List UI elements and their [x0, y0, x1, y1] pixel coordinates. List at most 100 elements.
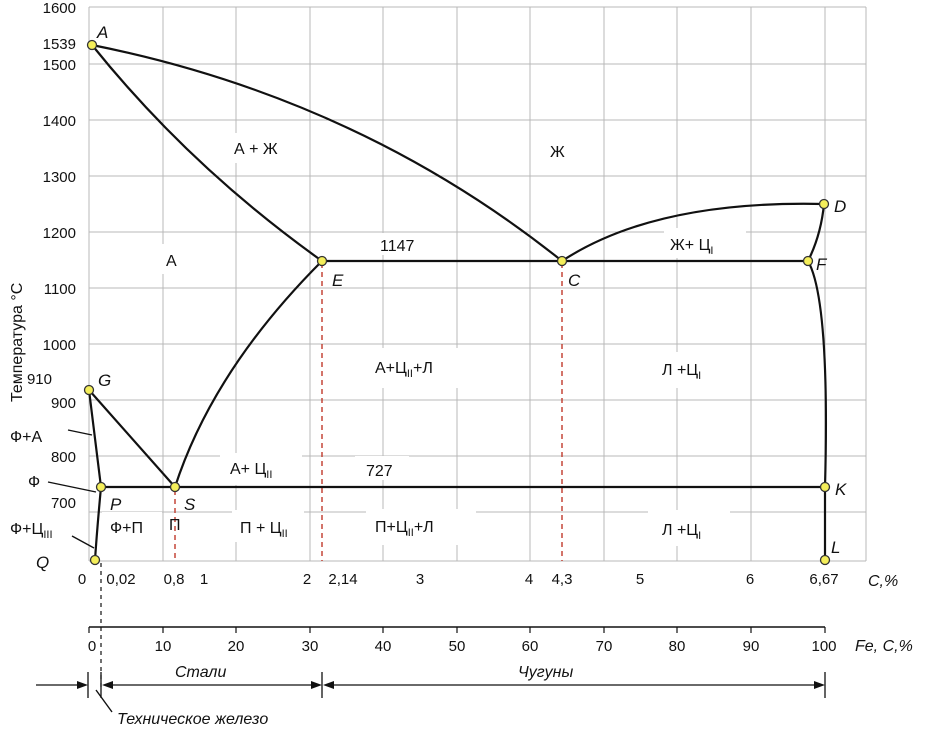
x-tick-label: 6	[746, 571, 754, 588]
line-gp	[87, 388, 103, 489]
x-tick-label: 3	[416, 571, 424, 588]
point-q-label: Q	[36, 553, 49, 572]
fe-tick-label: 30	[302, 638, 319, 655]
fe-tick-label: 0	[88, 638, 96, 655]
line-gs	[87, 388, 177, 489]
x-tick-label: 0,02	[106, 571, 135, 588]
fe-axis-labels: 0 10 20 30 40 50 60 70 80 90 100	[88, 638, 837, 655]
point-s-label: S	[184, 495, 196, 514]
region-f-c3: Ф+ЦIII	[10, 521, 53, 541]
point-p-marker	[95, 481, 107, 493]
region-a-zh: А + Ж	[234, 141, 278, 158]
region-zh: Ж	[550, 144, 565, 161]
region-f: Ф	[28, 474, 40, 491]
x-tick-label: 0	[78, 571, 86, 588]
point-p-label: P	[110, 495, 122, 514]
solidus-ae	[90, 43, 324, 263]
point-f-label: F	[816, 255, 828, 274]
cast-iron-label: Чугуны	[518, 664, 573, 681]
point-k-label: K	[835, 480, 847, 499]
tech-iron-leader	[95, 689, 113, 713]
fe-axis-unit: Fe, C,%	[855, 638, 913, 655]
y-tick-label: 1400	[43, 113, 76, 130]
y-tick-label: 1300	[43, 169, 76, 186]
y-tick-label: 1500	[43, 57, 76, 74]
point-c-label: C	[568, 271, 581, 290]
x-tick-label: 4,3	[552, 571, 573, 588]
region-a: А	[166, 253, 177, 270]
y-axis-ticks: 1600 1539 1500 1400 1300 1200 1100 1000 …	[27, 0, 76, 512]
temp-1147-label: 1147	[380, 238, 415, 255]
fe-tick-label: 100	[811, 638, 836, 655]
point-f-marker	[802, 255, 814, 267]
line-fk	[806, 259, 828, 489]
point-c-marker	[556, 255, 568, 267]
fe-tick-label: 40	[375, 638, 392, 655]
y-tick-label: 1100	[44, 281, 76, 298]
y-axis-title: Температура °С	[9, 283, 26, 402]
temp-727-label: 727	[366, 463, 393, 480]
liquidus-cd	[560, 202, 826, 263]
line-es	[173, 259, 324, 489]
point-l-marker	[819, 554, 831, 566]
y-tick-label: 800	[51, 449, 76, 466]
y-tick-label: 1539	[43, 36, 76, 53]
point-k-marker	[819, 481, 831, 493]
fe-tick-label: 90	[743, 638, 760, 655]
point-d-label: D	[834, 197, 846, 216]
region-a-c2-l: А+ЦII+Л	[375, 360, 433, 380]
region-p-c2: П + ЦII	[240, 520, 288, 540]
x-tick-label: 4	[525, 571, 533, 588]
region-p-c2-l: П+ЦII+Л	[375, 519, 434, 539]
x-tick-label: 1	[200, 571, 208, 588]
fe-tick-label: 10	[155, 638, 172, 655]
point-s-marker	[169, 481, 181, 493]
region-a-c2: А+ ЦII	[230, 461, 272, 481]
x-tick-label: 2	[303, 571, 311, 588]
fe-tick-label: 70	[596, 638, 613, 655]
leader-f-c3	[71, 535, 95, 549]
point-e-marker	[316, 255, 328, 267]
leader-f	[47, 481, 97, 493]
point-e-label: E	[332, 271, 344, 290]
region-zh-c1: Ж+ ЦI	[670, 237, 713, 257]
region-l-c1-upper: Л +ЦI	[662, 362, 701, 382]
x-tick-label: 2,14	[328, 571, 357, 588]
fe-tick-label: 60	[522, 638, 539, 655]
x-axis-ticks: 0 0,02 0,8 1 2 2,14 3 4 4,3 5 6 6,67	[78, 571, 839, 588]
line-pq	[93, 485, 103, 562]
region-l-c1-lower: Л +ЦI	[662, 522, 701, 542]
region-p: П	[169, 517, 181, 534]
region-f-p: Ф+П	[110, 520, 143, 537]
grid	[88, 6, 867, 562]
point-l-label: L	[831, 538, 840, 557]
leader-f-a	[67, 429, 93, 436]
point-q-marker	[89, 554, 101, 566]
y-tick-label: 1000	[43, 337, 76, 354]
y-tick-label: 700	[51, 495, 76, 512]
x-tick-label: 5	[636, 571, 644, 588]
fe-axis-ticks	[88, 627, 826, 633]
key-points	[83, 39, 831, 566]
liquidus-ac	[90, 43, 564, 263]
y-tick-label: 910	[27, 371, 52, 388]
steel-label: Стали	[175, 664, 226, 681]
y-tick-label: 1200	[43, 225, 76, 242]
fe-tick-label: 20	[228, 638, 245, 655]
point-a-label: A	[96, 23, 108, 42]
x-tick-label: 0,8	[164, 571, 185, 588]
y-tick-label: 1600	[43, 0, 76, 17]
x-axis-unit: С,%	[868, 573, 898, 590]
y-tick-label: 900	[51, 395, 76, 412]
tech-iron-label: Техническое железо	[117, 711, 268, 728]
x-tick-label: 6,67	[809, 571, 838, 588]
fe-tick-label: 50	[449, 638, 466, 655]
classification-arrows	[36, 672, 826, 698]
point-g-label: G	[98, 371, 111, 390]
region-f-a: Ф+А	[10, 429, 43, 446]
point-a-marker	[86, 39, 98, 51]
fe-tick-label: 80	[669, 638, 686, 655]
point-d-marker	[818, 198, 830, 210]
point-g-marker	[83, 384, 95, 396]
